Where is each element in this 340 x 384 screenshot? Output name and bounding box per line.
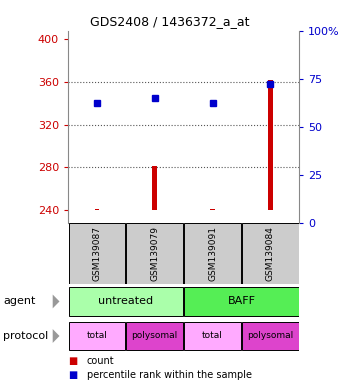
Text: GSM139084: GSM139084 xyxy=(266,226,275,281)
Text: ■: ■ xyxy=(68,370,77,380)
Polygon shape xyxy=(53,295,60,308)
Bar xyxy=(95,209,99,210)
Text: total: total xyxy=(86,331,107,341)
Bar xyxy=(69,287,183,316)
Text: GSM139091: GSM139091 xyxy=(208,226,217,281)
Text: polysomal: polysomal xyxy=(132,331,178,341)
Bar xyxy=(184,322,241,350)
Text: protocol: protocol xyxy=(3,331,49,341)
Text: polysomal: polysomal xyxy=(247,331,293,341)
Bar xyxy=(242,223,299,283)
Bar xyxy=(126,223,183,283)
Bar xyxy=(126,322,183,350)
Bar xyxy=(242,322,299,350)
Bar xyxy=(152,166,157,210)
Text: BAFF: BAFF xyxy=(227,296,255,306)
Text: total: total xyxy=(202,331,223,341)
Text: percentile rank within the sample: percentile rank within the sample xyxy=(87,370,252,380)
Bar xyxy=(69,223,125,283)
Text: GSM139079: GSM139079 xyxy=(150,226,159,281)
Text: GDS2408 / 1436372_a_at: GDS2408 / 1436372_a_at xyxy=(90,15,250,28)
Text: untreated: untreated xyxy=(98,296,153,306)
Bar xyxy=(184,287,299,316)
Bar xyxy=(69,322,125,350)
Polygon shape xyxy=(53,329,60,343)
Text: GSM139087: GSM139087 xyxy=(92,226,101,281)
Bar xyxy=(268,80,273,210)
Text: agent: agent xyxy=(3,296,36,306)
Bar xyxy=(210,209,215,210)
Text: ■: ■ xyxy=(68,356,77,366)
Text: count: count xyxy=(87,356,114,366)
Bar xyxy=(184,223,241,283)
